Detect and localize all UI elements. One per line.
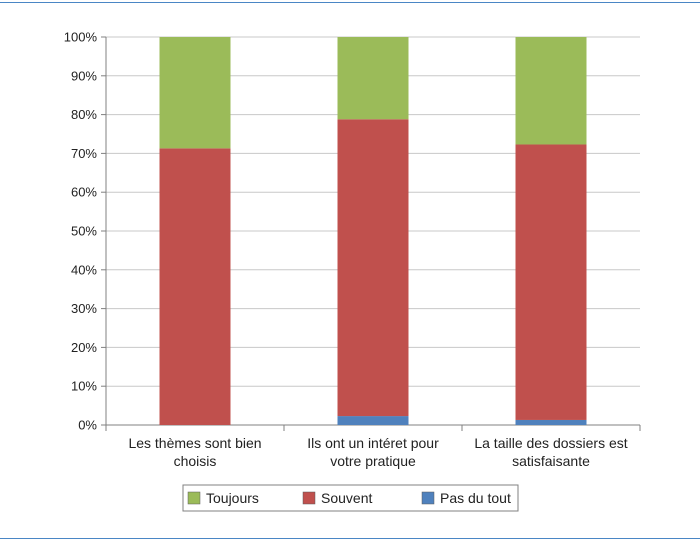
y-tick-label: 20%: [71, 340, 97, 355]
legend-swatch-toujours: [187, 491, 201, 505]
y-tick-label: 100%: [64, 30, 98, 45]
legend-label: Souvent: [321, 490, 372, 506]
bar-segment-souvent: [159, 148, 231, 425]
bar-segment-toujours: [159, 37, 231, 149]
legend-label: Toujours: [206, 490, 259, 506]
y-tick-label: 10%: [71, 379, 97, 394]
bottom-border-line: [0, 538, 700, 539]
legend-swatch-pas-du-tout: [421, 491, 435, 505]
y-tick-label: 80%: [71, 107, 97, 122]
x-category-label: Les thèmes sont bien: [128, 435, 261, 451]
x-category-label: La taille des dossiers est: [474, 435, 627, 451]
y-tick-label: 70%: [71, 146, 97, 161]
top-border-line: [0, 2, 700, 3]
legend-swatch-souvent: [302, 491, 316, 505]
x-category-label: choisis: [174, 453, 217, 469]
bar-segment-pas-du-tout: [515, 419, 587, 425]
y-tick-label: 60%: [71, 185, 97, 200]
y-tick-label: 0%: [78, 418, 97, 433]
y-tick-label: 50%: [71, 224, 97, 239]
bar-segment-toujours: [515, 37, 587, 145]
bar-segment-souvent: [337, 119, 409, 417]
x-category-label: Ils ont un intéret pour: [307, 435, 439, 451]
legend-box: [182, 484, 519, 512]
y-tick-label: 30%: [71, 301, 97, 316]
x-category-label: satisfaisante: [512, 453, 590, 469]
x-category-label: votre pratique: [330, 453, 416, 469]
bar-segment-toujours: [337, 37, 409, 120]
bar-segment-souvent: [515, 144, 587, 420]
bar-segment-pas-du-tout: [337, 416, 409, 425]
y-tick-label: 40%: [71, 262, 97, 277]
y-tick-label: 90%: [71, 68, 97, 83]
legend-label: Pas du tout: [440, 490, 511, 506]
